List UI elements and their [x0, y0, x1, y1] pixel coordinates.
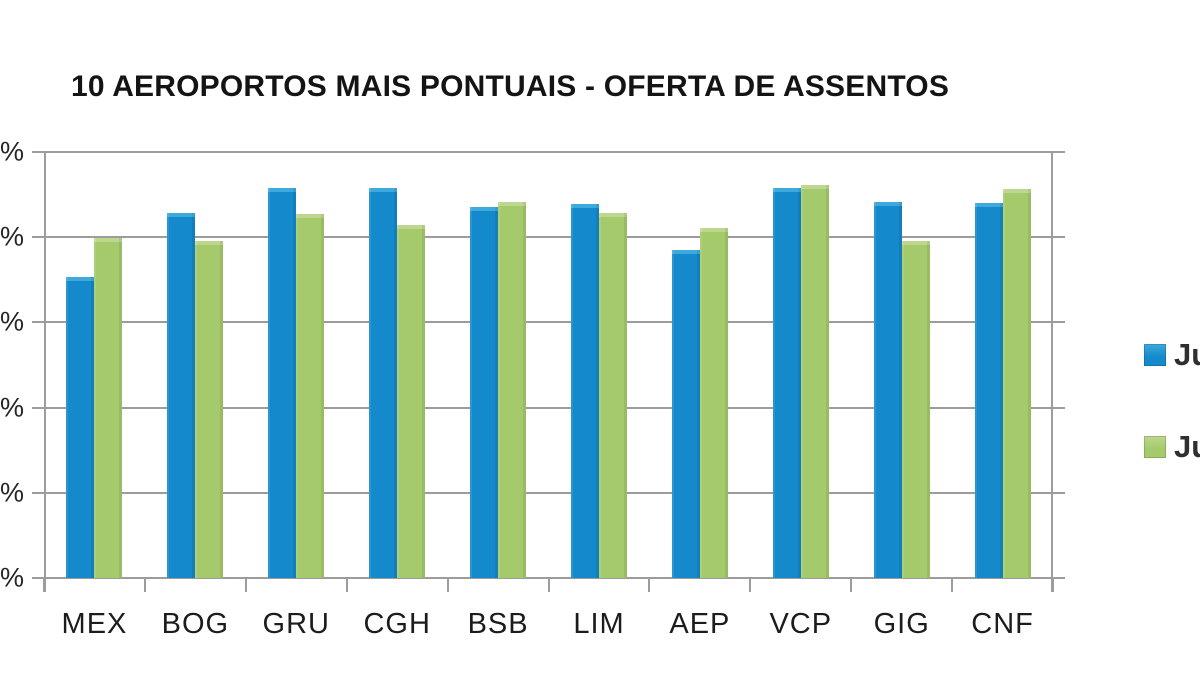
x-axis-label-bsb: BSB	[467, 608, 529, 640]
bar-group-gru	[246, 152, 347, 578]
bar-mex-series2	[94, 238, 123, 578]
legend-swatch-icon	[1144, 436, 1166, 458]
bar-cnf-series2	[1002, 188, 1031, 578]
y-axis-labels: %%%%%%	[0, 138, 24, 591]
x-axis-tick	[143, 578, 146, 592]
bar-mex-series1	[66, 277, 95, 578]
bar-aep-series2	[699, 227, 728, 578]
y-axis-tick-label: %	[0, 562, 24, 593]
bar-gig-series1	[873, 202, 902, 578]
gridline	[32, 321, 1065, 324]
bar-bog-series1	[167, 213, 196, 578]
x-axis-tick	[951, 578, 954, 592]
bar-group-bsb	[448, 152, 549, 578]
gridline	[32, 406, 1065, 409]
bar-gru-series2	[296, 214, 325, 578]
x-axis-labels: MEX BOG GRU CGH BSB LIM AEP VCP GIG CNF	[44, 608, 1053, 641]
legend-label: Ju	[1174, 337, 1200, 372]
bar-group-gig	[851, 152, 952, 578]
y-axis-tick-label: %	[0, 477, 24, 508]
x-axis-tick	[547, 578, 550, 592]
gridline	[32, 151, 1065, 153]
bar-group-cnf	[952, 152, 1053, 578]
x-axis-label-aep: AEP	[669, 608, 731, 640]
x-axis-tick	[749, 578, 752, 592]
x-axis-label-gru: GRU	[262, 608, 330, 640]
x-axis-label-gig: GIG	[873, 608, 930, 640]
bar-group-bog	[145, 152, 246, 578]
plot-area	[32, 151, 1065, 592]
y-axis-tick-label: %	[0, 392, 24, 423]
right-axis-line	[1051, 152, 1053, 592]
bar-group-vcp	[750, 152, 851, 578]
bar-bsb-series2	[498, 202, 527, 578]
x-axis-tick	[446, 578, 449, 592]
bars-container	[44, 152, 1053, 578]
legend-item-2: Ju	[1144, 429, 1200, 465]
bar-cnf-series1	[974, 203, 1003, 578]
x-axis-tick	[43, 578, 45, 592]
bar-group-aep	[649, 152, 750, 578]
legend-item-1: Ju	[1144, 337, 1200, 373]
bar-vcp-series2	[800, 185, 829, 578]
x-axis-label-mex: MEX	[61, 608, 128, 640]
bar-vcp-series1	[772, 187, 801, 578]
bar-gru-series1	[268, 187, 297, 578]
legend: Ju Ju	[1144, 337, 1200, 465]
x-axis-tick	[345, 578, 348, 592]
x-axis-label-lim: LIM	[573, 608, 625, 640]
y-axis-tick-label: %	[0, 306, 24, 337]
bar-lim-series1	[570, 203, 599, 578]
bar-bsb-series1	[470, 207, 499, 578]
x-axis-label-vcp: VCP	[769, 608, 833, 640]
y-axis-tick-label: %	[0, 136, 24, 167]
gridline	[32, 236, 1065, 239]
x-axis-tick	[648, 578, 651, 592]
bar-group-lim	[549, 152, 650, 578]
bar-group-cgh	[347, 152, 448, 578]
bar-cgh-series2	[397, 225, 426, 578]
legend-swatch-icon	[1144, 344, 1166, 366]
bar-lim-series2	[598, 213, 627, 578]
bar-group-mex	[44, 152, 145, 578]
gridline	[32, 491, 1065, 494]
x-axis-label-cgh: CGH	[363, 608, 431, 640]
x-axis-label-cnf: CNF	[971, 608, 1034, 640]
x-axis-label-bog: BOG	[161, 608, 230, 640]
x-axis-tick	[850, 578, 853, 592]
bar-aep-series1	[671, 249, 700, 578]
legend-label: Ju	[1174, 429, 1200, 464]
bar-gig-series2	[901, 240, 930, 578]
bar-bog-series2	[195, 241, 224, 578]
y-axis-line	[44, 152, 46, 592]
y-axis-tick-label: %	[0, 221, 24, 252]
x-axis-tick	[244, 578, 247, 592]
chart-title: 10 AEROPORTOS MAIS PONTUAIS - OFERTA DE …	[71, 70, 950, 103]
bar-cgh-series1	[369, 187, 398, 578]
x-axis-tick	[1052, 578, 1054, 592]
